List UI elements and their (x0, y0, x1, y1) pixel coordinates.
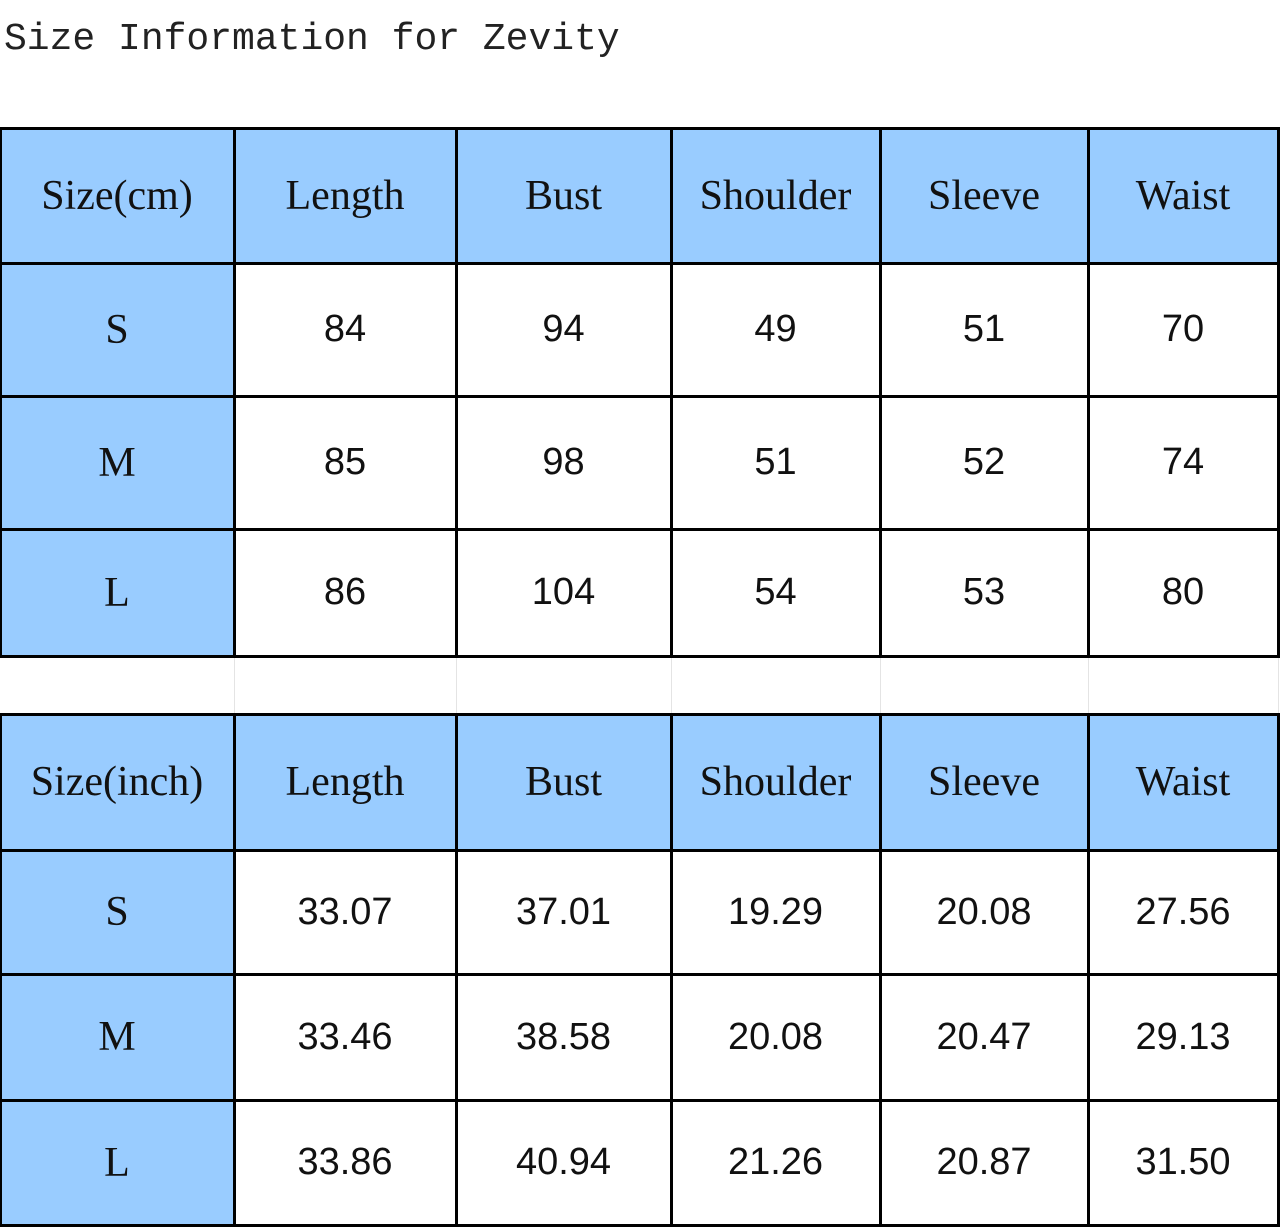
header-cell: Shoulder (671, 714, 880, 850)
header-cell: L (0, 529, 234, 656)
data-cell: 31.50 (1088, 1100, 1278, 1225)
data-cell: 21.26 (671, 1100, 880, 1225)
data-cell: 70 (1088, 263, 1278, 396)
header-cell: M (0, 974, 234, 1100)
col-border (0, 714, 2, 1225)
gap-grid (1088, 658, 1089, 713)
row-border (0, 849, 1280, 852)
row-border (0, 655, 1280, 658)
data-cell: 51 (671, 396, 880, 529)
col-border (1087, 714, 1090, 1225)
gap-grid (880, 658, 881, 713)
data-cell: 80 (1088, 529, 1278, 656)
col-border (670, 128, 673, 656)
header-cell: S (0, 263, 234, 396)
header-cell: Sleeve (880, 714, 1088, 850)
header-cell: M (0, 396, 234, 529)
data-cell: 85 (234, 396, 456, 529)
col-border (0, 128, 2, 656)
data-cell: 40.94 (456, 1100, 671, 1225)
header-cell: S (0, 850, 234, 974)
col-border (1277, 714, 1280, 1225)
row-border (0, 1099, 1280, 1102)
col-border (670, 714, 673, 1225)
col-border (233, 128, 236, 656)
data-cell: 20.08 (671, 974, 880, 1100)
title: Size Information for Zevity (4, 18, 620, 61)
data-cell: 33.46 (234, 974, 456, 1100)
col-border (455, 714, 458, 1225)
data-cell: 98 (456, 396, 671, 529)
data-cell: 20.08 (880, 850, 1088, 974)
header-cell: Size(inch) (0, 714, 234, 850)
col-border (1087, 128, 1090, 656)
data-cell: 51 (880, 263, 1088, 396)
row-border (0, 973, 1280, 976)
row-border (0, 713, 1280, 716)
data-cell: 38.58 (456, 974, 671, 1100)
header-cell: Waist (1088, 128, 1278, 263)
header-cell: Bust (456, 128, 671, 263)
col-border (233, 714, 236, 1225)
header-cell: Shoulder (671, 128, 880, 263)
row-border (0, 528, 1280, 531)
header-cell: Length (234, 128, 456, 263)
data-cell: 33.86 (234, 1100, 456, 1225)
data-cell: 19.29 (671, 850, 880, 974)
data-cell: 20.87 (880, 1100, 1088, 1225)
header-cell: Bust (456, 714, 671, 850)
header-cell: Size(cm) (0, 128, 234, 263)
gap-grid (456, 658, 457, 713)
header-cell: Waist (1088, 714, 1278, 850)
data-cell: 20.47 (880, 974, 1088, 1100)
col-border (1277, 128, 1280, 656)
row-border (0, 262, 1280, 265)
col-border (879, 128, 882, 656)
data-cell: 86 (234, 529, 456, 656)
row-border (0, 395, 1280, 398)
data-cell: 52 (880, 396, 1088, 529)
data-cell: 27.56 (1088, 850, 1278, 974)
data-cell: 37.01 (456, 850, 671, 974)
data-cell: 49 (671, 263, 880, 396)
row-border (0, 1224, 1280, 1227)
header-cell: Sleeve (880, 128, 1088, 263)
header-cell: Length (234, 714, 456, 850)
data-cell: 53 (880, 529, 1088, 656)
data-cell: 29.13 (1088, 974, 1278, 1100)
data-cell: 54 (671, 529, 880, 656)
data-cell: 94 (456, 263, 671, 396)
data-cell: 33.07 (234, 850, 456, 974)
data-cell: 74 (1088, 396, 1278, 529)
row-border (0, 127, 1280, 130)
data-cell: 104 (456, 529, 671, 656)
header-cell: L (0, 1100, 234, 1225)
data-cell: 84 (234, 263, 456, 396)
col-border (455, 128, 458, 656)
gap-grid (671, 658, 672, 713)
gap-grid (234, 658, 235, 713)
col-border (879, 714, 882, 1225)
gap-grid (1278, 658, 1279, 713)
